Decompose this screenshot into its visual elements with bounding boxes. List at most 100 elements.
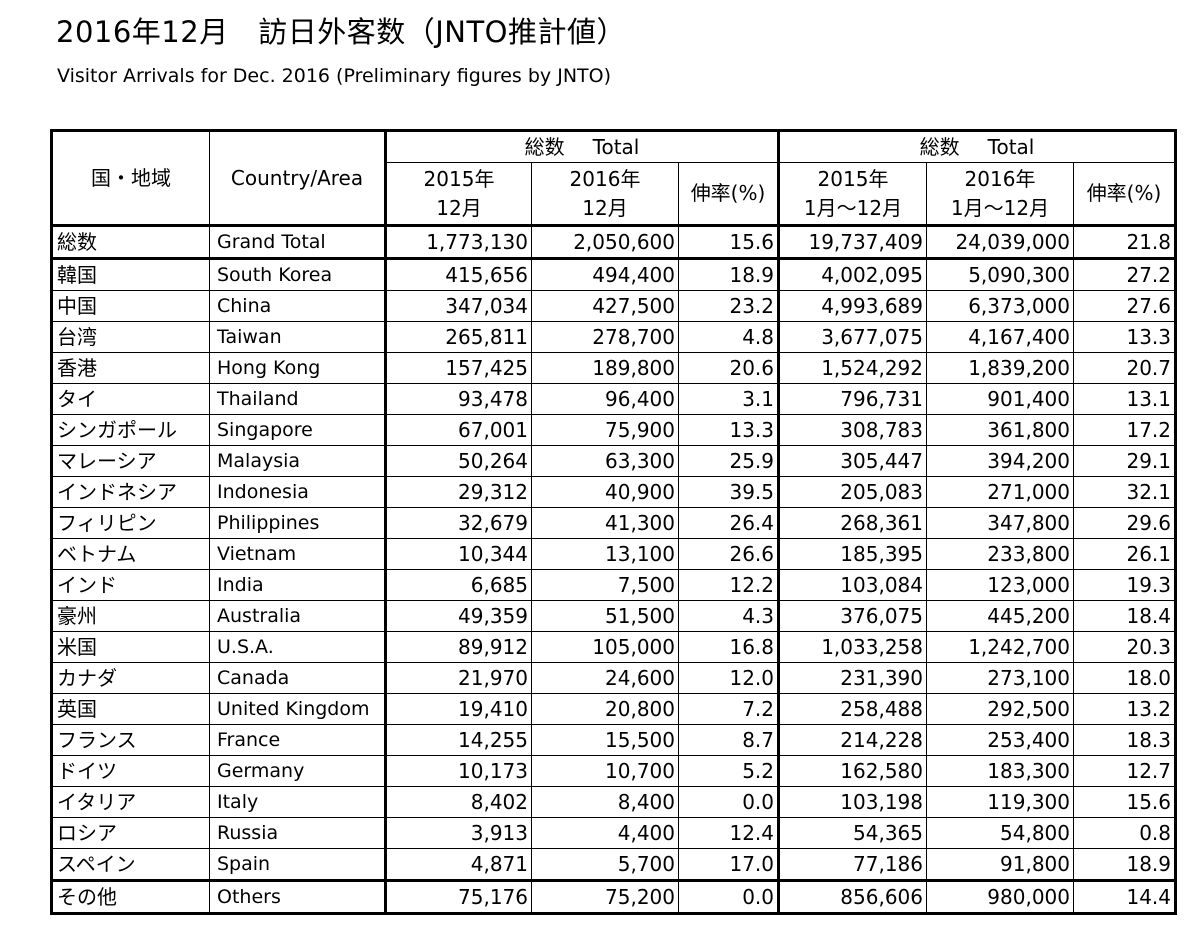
cell-dec-2015: 8,402: [384, 786, 532, 818]
cell-dec-growth: 12.4: [678, 817, 779, 849]
cell-ytd-2015: 268,361: [777, 507, 927, 539]
cell-ytd-2015: 4,002,095: [777, 258, 927, 291]
cell-dec-growth: 25.9: [678, 445, 779, 477]
cell-country-ja: スペイン: [50, 848, 210, 881]
cell-dec-2015: 50,264: [384, 445, 532, 477]
cell-ytd-growth: 15.6: [1073, 786, 1177, 818]
table-row: 香港 Hong Kong 157,425 189,800 20.6 1,524,292 1,…: [50, 352, 1177, 384]
header-ytd-growth: 伸率(%): [1073, 162, 1177, 226]
cell-dec-2015: 10,344: [384, 538, 532, 570]
header-ytd-2015: 2015年 1月～12月: [777, 162, 927, 226]
cell-country-en: Hong Kong: [209, 352, 386, 384]
cell-dec-growth: 5.2: [678, 755, 779, 787]
cell-dec-growth: 26.4: [678, 507, 779, 539]
cell-dec-2016: 5,700: [531, 848, 679, 881]
cell-country-ja: 台湾: [50, 321, 210, 353]
cell-ytd-2015: 19,737,409: [777, 224, 927, 260]
cell-ytd-2016: 273,100: [926, 662, 1074, 694]
header-dec-growth: 伸率(%): [678, 162, 779, 226]
cell-country-en: Russia: [209, 817, 386, 849]
cell-ytd-2015: 856,606: [777, 879, 927, 915]
cell-country-en: U.S.A.: [209, 631, 386, 663]
cell-country-ja: その他: [50, 879, 210, 915]
cell-country-ja: 米国: [50, 631, 210, 663]
cell-ytd-growth: 0.8: [1073, 817, 1177, 849]
cell-country-en: Canada: [209, 662, 386, 694]
cell-ytd-2016: 1,242,700: [926, 631, 1074, 663]
cell-dec-2015: 347,034: [384, 290, 532, 322]
cell-country-en: Germany: [209, 755, 386, 787]
group-total-ja: 総数: [919, 135, 960, 159]
cell-country-ja: ベトナム: [50, 538, 210, 570]
cell-country-en: South Korea: [209, 258, 386, 291]
header-dec-2015: 2015年 12月: [384, 162, 532, 226]
cell-dec-growth: 16.8: [678, 631, 779, 663]
cell-country-en: Singapore: [209, 414, 386, 446]
cell-ytd-growth: 13.3: [1073, 321, 1177, 353]
cell-ytd-2015: 308,783: [777, 414, 927, 446]
cell-ytd-2016: 347,800: [926, 507, 1074, 539]
cell-country-ja: インドネシア: [50, 476, 210, 508]
cell-dec-2016: 427,500: [531, 290, 679, 322]
cell-ytd-2015: 258,488: [777, 693, 927, 725]
table-row: ベトナム Vietnam 10,344 13,100 26.6 185,395 233,80…: [50, 538, 1177, 570]
cell-ytd-2015: 305,447: [777, 445, 927, 477]
cell-dec-growth: 18.9: [678, 258, 779, 291]
page-subtitle: Visitor Arrivals for Dec. 2016 (Prelimin…: [57, 65, 612, 87]
cell-ytd-2015: 103,198: [777, 786, 927, 818]
cell-dec-2016: 278,700: [531, 321, 679, 353]
cell-dec-2015: 21,970: [384, 662, 532, 694]
group-total-en: Total: [592, 135, 640, 159]
cell-country-ja: イタリア: [50, 786, 210, 818]
cell-ytd-2016: 54,800: [926, 817, 1074, 849]
table-row: シンガポール Singapore 67,001 75,900 13.3 308,783 36…: [50, 414, 1177, 446]
cell-dec-2015: 19,410: [384, 693, 532, 725]
cell-country-en: United Kingdom: [209, 693, 386, 725]
cell-country-en: Thailand: [209, 383, 386, 415]
cell-dec-2015: 29,312: [384, 476, 532, 508]
cell-dec-growth: 15.6: [678, 224, 779, 260]
cell-ytd-growth: 12.7: [1073, 755, 1177, 787]
cell-ytd-2016: 119,300: [926, 786, 1074, 818]
cell-ytd-2015: 1,524,292: [777, 352, 927, 384]
cell-ytd-2016: 980,000: [926, 879, 1074, 915]
cell-dec-2016: 24,600: [531, 662, 679, 694]
cell-dec-2015: 49,359: [384, 600, 532, 632]
cell-dec-2015: 93,478: [384, 383, 532, 415]
cell-dec-2016: 15,500: [531, 724, 679, 756]
cell-country-ja: フィリピン: [50, 507, 210, 539]
cell-dec-2016: 4,400: [531, 817, 679, 849]
cell-ytd-2015: 205,083: [777, 476, 927, 508]
cell-ytd-growth: 29.1: [1073, 445, 1177, 477]
cell-country-ja: 香港: [50, 352, 210, 384]
cell-dec-2015: 1,773,130: [384, 224, 532, 260]
cell-dec-2016: 13,100: [531, 538, 679, 570]
header-country-en: Country/Area: [209, 129, 386, 226]
cell-dec-2015: 3,913: [384, 817, 532, 849]
cell-dec-growth: 4.3: [678, 600, 779, 632]
cell-country-en: China: [209, 290, 386, 322]
cell-dec-growth: 20.6: [678, 352, 779, 384]
cell-country-en: Grand Total: [209, 224, 386, 260]
cell-ytd-2016: 91,800: [926, 848, 1074, 881]
cell-dec-growth: 23.2: [678, 290, 779, 322]
cell-dec-growth: 7.2: [678, 693, 779, 725]
cell-ytd-growth: 13.1: [1073, 383, 1177, 415]
group-total-ja: 総数: [524, 135, 565, 159]
cell-dec-2016: 96,400: [531, 383, 679, 415]
cell-country-ja: 豪州: [50, 600, 210, 632]
cell-ytd-2015: 3,677,075: [777, 321, 927, 353]
cell-ytd-2016: 233,800: [926, 538, 1074, 570]
cell-ytd-2016: 394,200: [926, 445, 1074, 477]
table-row: 豪州 Australia 49,359 51,500 4.3 376,075 445,200…: [50, 600, 1177, 632]
cell-country-ja: タイ: [50, 383, 210, 415]
cell-ytd-2015: 4,993,689: [777, 290, 927, 322]
cell-ytd-2016: 901,400: [926, 383, 1074, 415]
cell-ytd-2015: 1,033,258: [777, 631, 927, 663]
cell-dec-2016: 494,400: [531, 258, 679, 291]
cell-country-en: France: [209, 724, 386, 756]
cell-country-ja: 韓国: [50, 258, 210, 291]
page-title: 2016年12月 訪日外客数（JNTO推計値）: [56, 15, 626, 49]
table-row: インドネシア Indonesia 29,312 40,900 39.5 205,083 27…: [50, 476, 1177, 508]
cell-dec-2016: 40,900: [531, 476, 679, 508]
